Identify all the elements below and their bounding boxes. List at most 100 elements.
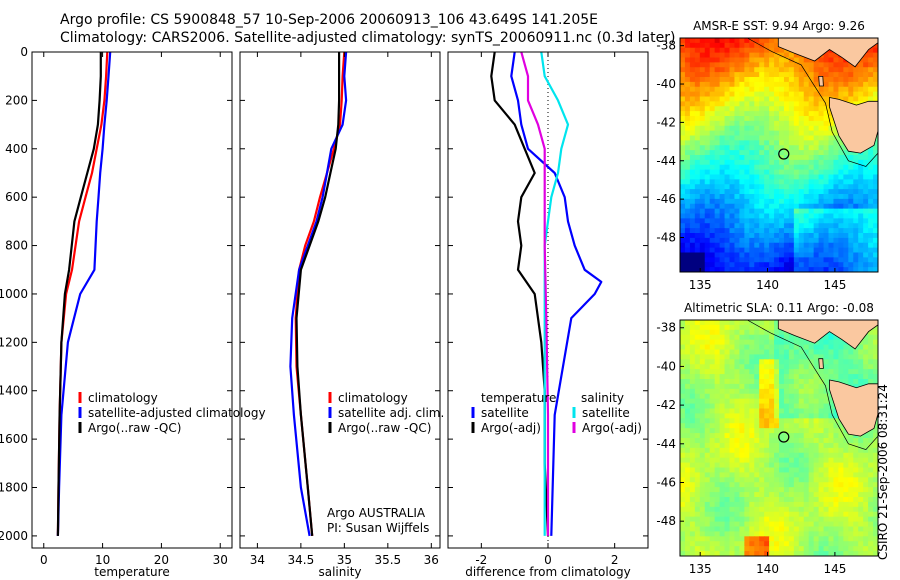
map-cell bbox=[704, 101, 711, 107]
map-cell bbox=[788, 467, 795, 474]
map-cell bbox=[813, 438, 820, 444]
map-cell bbox=[828, 116, 835, 122]
map-cell bbox=[833, 189, 839, 195]
map-cell bbox=[803, 344, 810, 351]
tasmania-landmass bbox=[829, 379, 878, 437]
map-cell bbox=[828, 546, 835, 552]
map-cell bbox=[714, 52, 721, 59]
map-cell bbox=[689, 81, 696, 88]
map-cell bbox=[783, 237, 790, 244]
map-cell bbox=[774, 413, 780, 419]
map-cell bbox=[739, 130, 745, 137]
map-cell bbox=[779, 86, 785, 93]
map-cell bbox=[724, 379, 731, 385]
map-cell bbox=[699, 67, 706, 73]
map-cell bbox=[764, 501, 770, 508]
map-cell bbox=[744, 541, 750, 547]
map-cell bbox=[719, 81, 726, 88]
map-cell bbox=[793, 198, 800, 205]
map-cell bbox=[754, 423, 760, 429]
map-cell bbox=[684, 77, 691, 83]
map-cell bbox=[744, 228, 750, 234]
map-cell bbox=[873, 497, 878, 503]
map-cell bbox=[759, 96, 765, 102]
map-cell bbox=[833, 135, 839, 141]
map-cell bbox=[863, 228, 869, 234]
map-cell bbox=[843, 546, 849, 552]
map-cell bbox=[734, 393, 740, 400]
map-cell bbox=[759, 457, 765, 464]
map-cell bbox=[858, 506, 864, 513]
map-cell bbox=[798, 349, 805, 356]
map-cell bbox=[838, 155, 844, 161]
map-cell bbox=[680, 257, 686, 263]
map-cell bbox=[769, 155, 775, 161]
map-cell bbox=[724, 354, 731, 360]
map-cell bbox=[694, 47, 701, 54]
map-cell bbox=[694, 329, 701, 336]
map-cell bbox=[739, 179, 745, 185]
map-cell bbox=[764, 531, 770, 537]
map-cell bbox=[788, 262, 795, 268]
map-cell bbox=[749, 86, 755, 93]
map-cell bbox=[699, 349, 706, 356]
map-cell bbox=[689, 101, 696, 107]
map-cell bbox=[788, 497, 795, 503]
map-cell bbox=[779, 57, 785, 63]
map-cell bbox=[798, 57, 805, 63]
map-cell bbox=[783, 447, 790, 454]
map-cell bbox=[843, 374, 849, 380]
map-cell bbox=[833, 208, 839, 215]
map-cell bbox=[798, 203, 805, 210]
map-cell bbox=[858, 497, 864, 503]
map-cell bbox=[754, 159, 760, 166]
map-cell bbox=[833, 174, 839, 180]
map-cell bbox=[694, 81, 701, 88]
map-cell bbox=[689, 334, 696, 341]
map-cell bbox=[813, 546, 820, 552]
map-cell bbox=[714, 116, 721, 122]
map-cell bbox=[719, 339, 726, 346]
map-cell bbox=[853, 492, 859, 498]
map-cell bbox=[704, 237, 711, 244]
map-cell bbox=[719, 413, 726, 419]
map-cell bbox=[788, 62, 795, 68]
map-cell bbox=[813, 174, 820, 180]
map-cell bbox=[833, 179, 839, 185]
map-cell bbox=[769, 120, 775, 127]
map-cell bbox=[793, 531, 800, 537]
map-cell bbox=[823, 374, 830, 380]
plot-area-salinity bbox=[289, 52, 348, 537]
map-cell bbox=[828, 155, 835, 161]
map-cell bbox=[724, 47, 731, 54]
map-cell bbox=[813, 339, 820, 346]
map-cell bbox=[739, 159, 745, 166]
map-cell bbox=[734, 198, 740, 205]
map-cell bbox=[828, 536, 835, 542]
map-cell bbox=[838, 497, 844, 503]
map-cell bbox=[873, 349, 878, 356]
map-cell bbox=[808, 203, 815, 210]
map-cell bbox=[808, 174, 815, 180]
map-cell bbox=[803, 125, 810, 132]
map-cell bbox=[734, 531, 740, 537]
map-cell bbox=[808, 237, 815, 244]
map-cell bbox=[764, 106, 770, 112]
map-cell bbox=[764, 116, 770, 122]
y-tick-label: 0 bbox=[20, 45, 28, 59]
map-cell bbox=[833, 267, 839, 272]
map-cell bbox=[803, 349, 810, 356]
map-cell bbox=[694, 91, 701, 98]
map-cell bbox=[793, 541, 800, 547]
map-cell bbox=[739, 467, 745, 474]
map-cell bbox=[759, 135, 765, 141]
map-cell bbox=[774, 42, 780, 49]
map-cell bbox=[828, 257, 835, 263]
map-cell bbox=[863, 438, 869, 444]
map-cell bbox=[779, 334, 785, 341]
map-cell bbox=[754, 546, 760, 552]
map-cell bbox=[783, 189, 790, 195]
map-cell bbox=[684, 140, 691, 146]
map-cell bbox=[694, 252, 701, 258]
map-cell bbox=[749, 257, 755, 263]
